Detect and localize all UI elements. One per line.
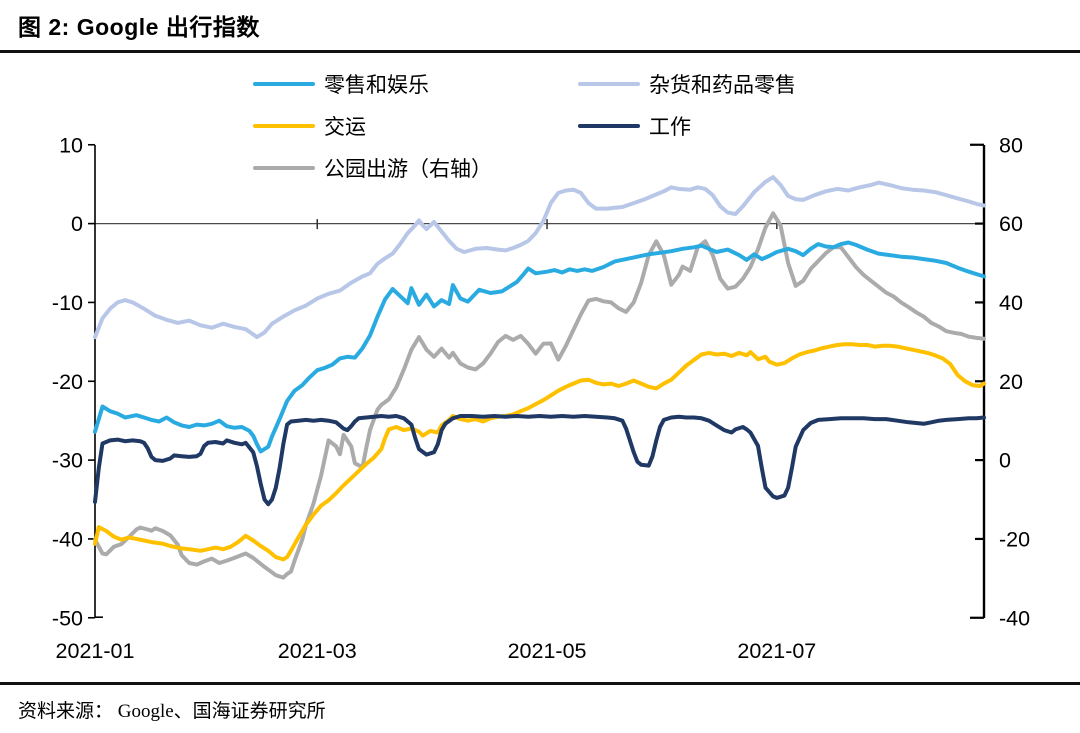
right-axis-tick-label: -40 (999, 606, 1030, 630)
left-axis-tick-label: 10 (59, 133, 83, 157)
footer-divider (0, 682, 1080, 685)
legend-label-retail: 零售和娱乐 (324, 73, 429, 97)
left-axis-tick-label: -20 (52, 370, 83, 394)
legend-swatch-workplaces (578, 123, 640, 129)
right-axis-tick-label: 60 (999, 212, 1023, 236)
legend-swatch-retail (253, 81, 315, 87)
legend-swatch-transit (253, 123, 315, 129)
left-axis-tick-label: 0 (71, 212, 83, 236)
source-note: 资料来源： Google、国海证券研究所 (18, 701, 326, 722)
right-axis-tick-label: 20 (999, 370, 1023, 394)
left-axis-tick-label: -30 (52, 449, 83, 473)
legend-label-grocery: 杂货和药品零售 (649, 73, 796, 97)
legend-label-transit: 交运 (324, 115, 366, 139)
legend-item-transit: 交运 (253, 114, 366, 139)
left-axis-tick-label: -40 (52, 527, 83, 551)
parks-right-axis-line (93, 211, 986, 580)
left-axis-tick-label: -50 (52, 606, 83, 630)
transit-line (93, 342, 986, 562)
legend-item-parks: 公园出游（右轴） (253, 156, 492, 181)
right-axis-tick-label: 80 (999, 133, 1023, 157)
figure-title: 图 2: Google 出行指数 (18, 14, 260, 40)
x-axis-label: 2021-05 (508, 639, 587, 663)
legend-item-retail: 零售和娱乐 (253, 72, 429, 97)
grocery-and-pharmacy-line (93, 175, 986, 340)
x-axis-label: 2021-01 (56, 639, 135, 663)
legend-swatch-parks (253, 165, 315, 171)
x-axis-label: 2021-03 (278, 639, 357, 663)
legend-item-grocery: 杂货和药品零售 (578, 72, 796, 97)
left-axis-tick-label: -10 (52, 291, 83, 315)
x-axis-label: 2021-07 (737, 639, 816, 663)
right-axis-tick-label: 0 (999, 449, 1011, 473)
right-axis-tick-label: -20 (999, 527, 1030, 551)
retail-and-recreation-line (93, 240, 986, 454)
legend-swatch-grocery (578, 81, 640, 87)
legend-item-workplaces: 工作 (578, 114, 691, 139)
title-divider (0, 50, 1080, 53)
legend-label-parks: 公园出游（右轴） (324, 157, 492, 181)
right-axis-tick-label: 40 (999, 291, 1023, 315)
legend-label-workplaces: 工作 (649, 115, 691, 139)
workplaces-line (93, 414, 986, 507)
